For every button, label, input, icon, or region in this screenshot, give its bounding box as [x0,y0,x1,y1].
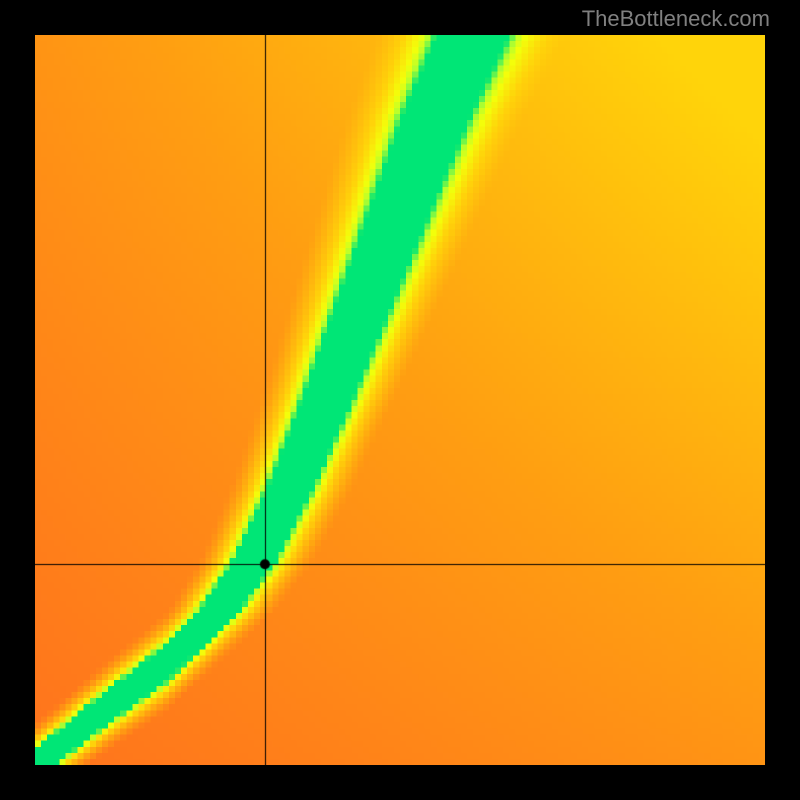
chart-container: TheBottleneck.com [0,0,800,800]
crosshair-overlay [35,35,765,765]
watermark-text: TheBottleneck.com [582,6,770,32]
